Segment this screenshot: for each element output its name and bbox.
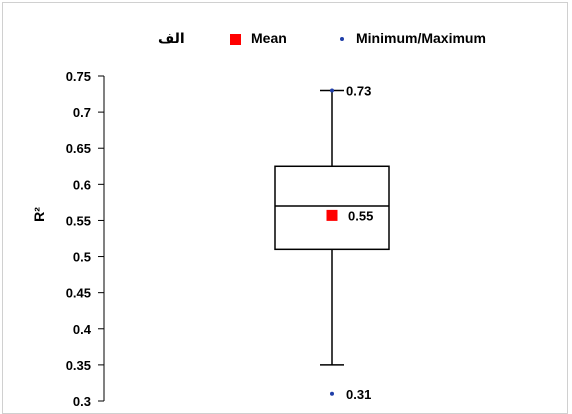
legend-mean: Mean: [230, 30, 287, 46]
legend-series-label: الف: [158, 30, 185, 46]
legend-mean-swatch: [230, 33, 241, 45]
y-tick-label: 0.7: [73, 105, 91, 120]
iqr-box: [274, 165, 390, 251]
y-tick-label: 0.75: [66, 69, 91, 84]
mean-marker: [326, 209, 338, 221]
legend-minmax-swatch: [340, 37, 344, 42]
y-tick-label: 0.3: [73, 394, 91, 409]
maximum-annotation: 0.73: [346, 83, 371, 98]
legend-minmax: Minimum/Maximum: [340, 30, 486, 46]
y-tick-label: 0.35: [66, 358, 91, 373]
maximum-marker: [330, 88, 334, 93]
y-tick-label: 0.65: [66, 141, 91, 156]
y-tick-label: 0.6: [73, 177, 91, 192]
y-ticks: 0.3 0.35 0.4 0.45 0.5 0.55 0.6 0.65 0.7 0.75: [66, 69, 104, 409]
minimum-marker: [330, 391, 334, 396]
legend-mean-label: Mean: [251, 30, 287, 46]
legend-minmax-label: Minimum/Maximum: [356, 30, 486, 46]
y-tick-label: 0.55: [66, 213, 91, 228]
y-tick-label: 0.45: [66, 286, 91, 301]
y-tick-label: 0.5: [73, 250, 91, 265]
y-tick-label: 0.4: [73, 322, 92, 337]
legend: الف Mean Minimum/Maximum: [0, 30, 572, 50]
mean-annotation: 0.55: [348, 208, 373, 223]
y-axis-label: R²: [31, 207, 47, 222]
minimum-annotation: 0.31: [346, 387, 371, 402]
